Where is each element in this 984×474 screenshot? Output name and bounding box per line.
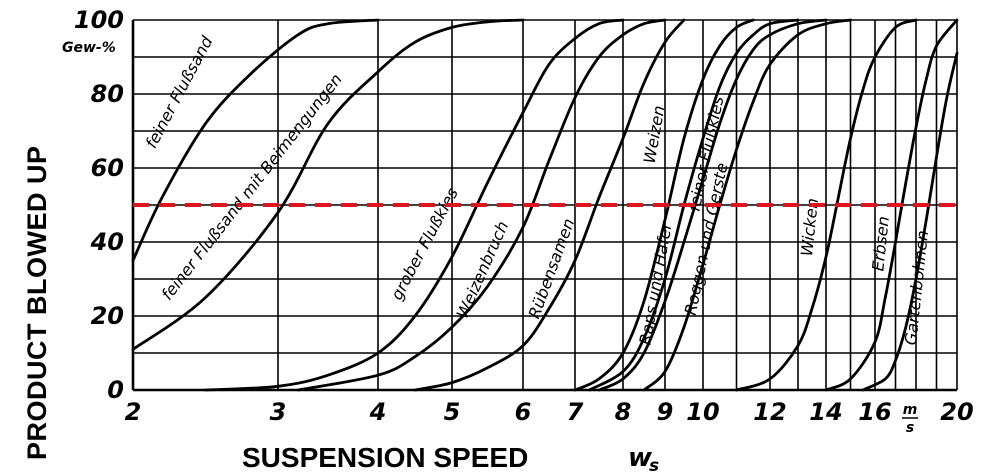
chart-grid (133, 20, 957, 390)
x-tick-labels: 2 3 4 5 6 7 8 9 10 12 14 16 20 (125, 398, 974, 426)
x-unit-fraction: m s (902, 402, 918, 436)
series-label: grober Flußkies (387, 185, 462, 303)
x-tick-label: 20 (940, 398, 973, 426)
y-tick-label: 60 (91, 154, 124, 182)
x-axis-symbol: w s (628, 443, 659, 474)
x-symbol-subscript: s (649, 456, 659, 474)
x-tick-label: 2 (125, 398, 142, 426)
x-unit-numerator: m (903, 402, 918, 418)
series-label: feiner Flußsand mit Beimengungen (157, 70, 345, 304)
series-label: Erbsen (868, 215, 893, 272)
y-tick-labels: 0 20 40 60 80 100 (74, 6, 124, 404)
x-unit-denominator: s (906, 420, 914, 436)
x-tick-label: 7 (567, 398, 584, 426)
y-tick-label: 40 (90, 228, 124, 256)
y-tick-label: 80 (91, 80, 124, 108)
series-label: feiner Flußsand (142, 32, 217, 151)
x-tick-label: 5 (444, 398, 461, 426)
y-axis-title: PRODUCT BLOWED UP (22, 146, 52, 461)
x-tick-label: 4 (369, 398, 387, 426)
series-curve (133, 20, 378, 261)
y-unit-label: Gew-% (62, 40, 116, 56)
x-tick-label: 16 (858, 398, 891, 426)
x-tick-label: 8 (615, 398, 632, 426)
x-tick-label: 6 (515, 398, 532, 426)
series-label: Gartenbohnen (901, 229, 932, 346)
y-tick-label: 20 (91, 302, 124, 330)
x-tick-label: 10 (686, 398, 719, 426)
y-tick-label: 100 (74, 6, 124, 34)
x-tick-label: 3 (270, 398, 287, 426)
x-axis-title: SUSPENSION SPEED (242, 442, 528, 473)
series-label: Weizenbruch (452, 218, 512, 321)
y-tick-label: 0 (107, 376, 124, 404)
x-tick-label: 14 (809, 398, 842, 426)
x-tick-label: 9 (657, 398, 674, 426)
x-tick-label: 12 (753, 398, 786, 426)
